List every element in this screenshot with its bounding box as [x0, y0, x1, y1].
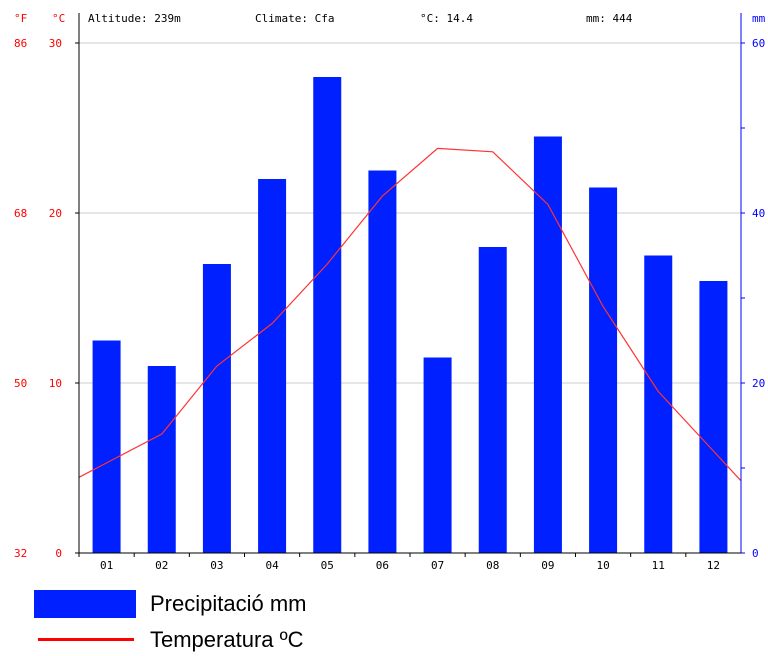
altitude-label: Altitude: 239m — [88, 12, 181, 25]
legend-temperature-label: Temperatura ºC — [150, 627, 304, 652]
temperature-line — [78, 147, 742, 482]
axes — [78, 13, 742, 554]
month-tick-label: 07 — [431, 559, 444, 572]
climate-label: Climate: Cfa — [255, 12, 334, 25]
precipitation-bar — [202, 264, 231, 553]
month-tick-label: 09 — [541, 559, 554, 572]
legend-temperature: Temperatura ºC — [34, 626, 434, 656]
precipitation-bar — [478, 247, 507, 553]
month-tick-label: 05 — [321, 559, 334, 572]
temperature-line-layer — [78, 147, 742, 482]
legend-precipitation-label: Precipitació mm — [150, 591, 307, 616]
precipitation-bar — [699, 281, 728, 553]
precipitation-bar — [92, 340, 121, 553]
left-tick-label-fahrenheit: 68 — [14, 207, 27, 220]
precipitation-bar — [533, 136, 562, 553]
month-tick-label: 06 — [376, 559, 389, 572]
month-tick-label: 03 — [210, 559, 223, 572]
month-tick-label: 08 — [486, 559, 499, 572]
legend-precipitation: Precipitació mm — [34, 590, 434, 620]
unit-mm-label: mm — [752, 12, 766, 25]
right-tick-label: 20 — [752, 377, 765, 390]
right-tick-label: 0 — [752, 547, 759, 560]
precipitation-bars — [92, 77, 728, 553]
left-tick-label-fahrenheit: 50 — [14, 377, 27, 390]
precipitation-bar — [368, 170, 397, 553]
right-tick-label: 40 — [752, 207, 765, 220]
right-tick-label: 60 — [752, 37, 765, 50]
month-tick-label: 01 — [100, 559, 113, 572]
left-tick-label-celsius: 30 — [49, 37, 62, 50]
month-tick-label: 02 — [155, 559, 168, 572]
month-tick-label: 11 — [652, 559, 665, 572]
gridlines — [79, 42, 741, 384]
left-tick-label-celsius: 10 — [49, 377, 62, 390]
legend-precipitation-swatch — [34, 590, 136, 618]
precipitation-bar — [589, 187, 618, 553]
precipitation-bar — [423, 357, 452, 553]
left-fahrenheit-ticks: 32 50 68 86 — [14, 37, 27, 560]
left-tick-label-fahrenheit: 32 — [14, 547, 27, 560]
unit-celsius-label: °C — [52, 12, 65, 25]
unit-fahrenheit-label: °F — [14, 12, 27, 25]
left-tick-label-celsius: 20 — [49, 207, 62, 220]
precipitation-bar — [313, 77, 342, 553]
total-precip-label: mm: 444 — [586, 12, 633, 25]
avg-temp-label: °C: 14.4 — [420, 12, 473, 25]
left-celsius-ticks: 0 10 20 30 — [49, 37, 79, 560]
precipitation-bar — [258, 179, 287, 553]
month-tick-label: 12 — [707, 559, 720, 572]
month-tick-label: 04 — [265, 559, 279, 572]
month-tick-label: 10 — [596, 559, 609, 572]
month-ticks: 01 02 03 04 05 06 07 08 09 10 11 12 — [78, 553, 720, 572]
precipitation-bar — [644, 255, 673, 553]
left-tick-label-celsius: 0 — [55, 547, 62, 560]
left-tick-label-fahrenheit: 86 — [14, 37, 27, 50]
right-mm-ticks: 0 20 40 60 — [741, 37, 765, 560]
precipitation-bar — [147, 366, 176, 553]
legend-temperature-swatch — [38, 638, 134, 641]
